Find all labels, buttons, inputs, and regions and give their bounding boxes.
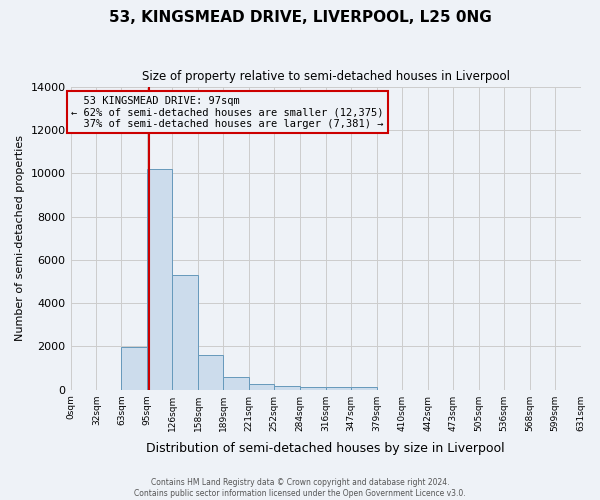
X-axis label: Distribution of semi-detached houses by size in Liverpool: Distribution of semi-detached houses by … <box>146 442 505 455</box>
Y-axis label: Number of semi-detached properties: Number of semi-detached properties <box>15 136 25 342</box>
Bar <box>300 387 326 390</box>
Bar <box>223 376 249 390</box>
Bar <box>198 356 223 390</box>
Bar <box>351 387 377 390</box>
Title: Size of property relative to semi-detached houses in Liverpool: Size of property relative to semi-detach… <box>142 70 509 83</box>
Bar <box>121 348 148 390</box>
Bar <box>274 386 300 390</box>
Bar <box>249 384 274 390</box>
Text: 53, KINGSMEAD DRIVE, LIVERPOOL, L25 0NG: 53, KINGSMEAD DRIVE, LIVERPOOL, L25 0NG <box>109 10 491 25</box>
Bar <box>172 275 198 390</box>
Bar <box>326 387 351 390</box>
Bar <box>148 169 172 390</box>
Text: 53 KINGSMEAD DRIVE: 97sqm
← 62% of semi-detached houses are smaller (12,375)
  3: 53 KINGSMEAD DRIVE: 97sqm ← 62% of semi-… <box>71 96 383 129</box>
Text: Contains HM Land Registry data © Crown copyright and database right 2024.
Contai: Contains HM Land Registry data © Crown c… <box>134 478 466 498</box>
